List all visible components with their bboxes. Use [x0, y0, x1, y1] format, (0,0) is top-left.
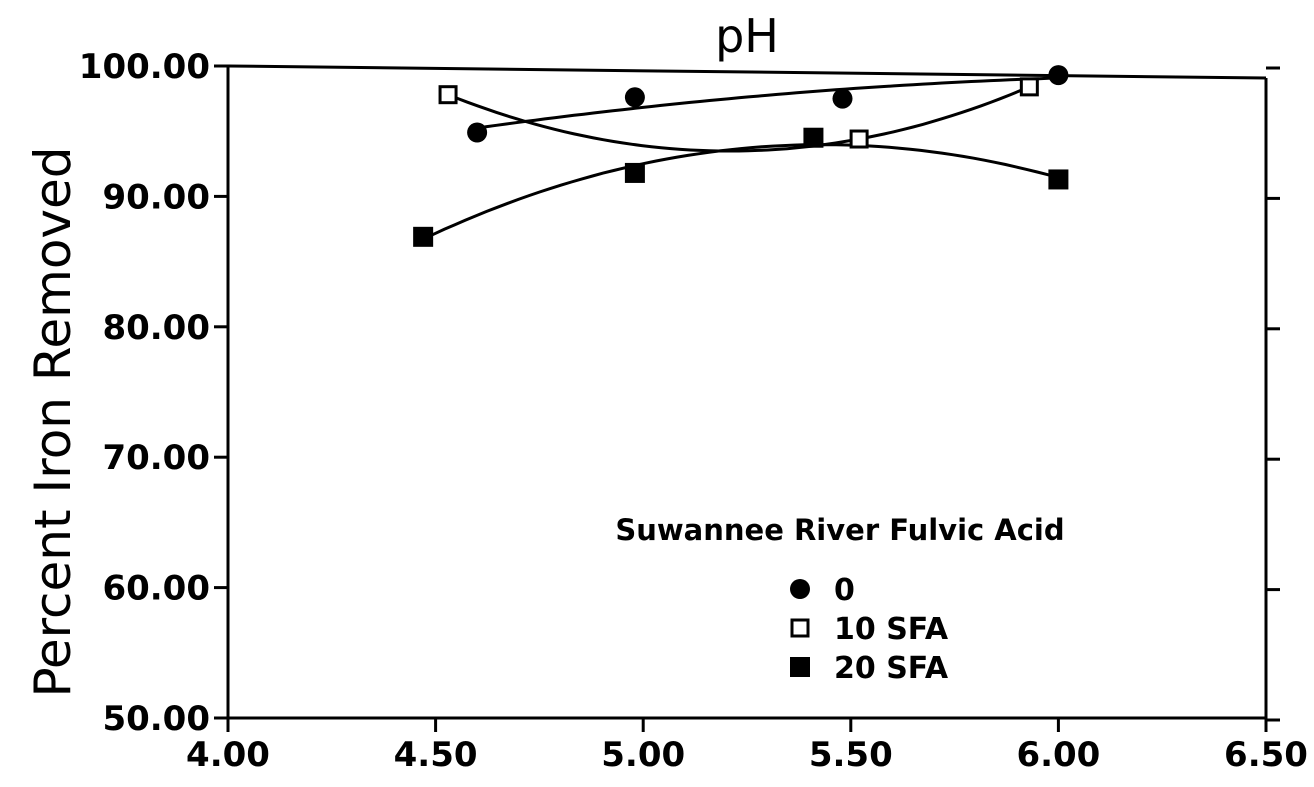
y-tick-label: 100.00: [79, 47, 210, 87]
legend-items: 0 10 SFA 20 SFA: [790, 573, 949, 686]
fit-curve-series-2: [422, 143, 1059, 241]
legend: Suwannee River Fulvic Acid 0 10 SFA 20 SFA: [615, 513, 1064, 686]
legend-marker-1: [790, 618, 810, 638]
axes: 4.00 4.50 5.00 5.50 6.00 6.50 50.00 60.00 70.00 8…: [79, 47, 1308, 775]
fit-curve-series-1: [447, 85, 1030, 153]
data-point-series-2: [1048, 169, 1069, 190]
data-point-series-1: [1019, 77, 1039, 97]
y-tick-label: 70.00: [102, 438, 210, 478]
y-axis-label: Percent Iron Removed: [24, 146, 82, 697]
data-point-series-2: [624, 162, 645, 183]
data-point-series-1: [438, 85, 458, 105]
y-tick-label: 60.00: [102, 569, 210, 609]
data-point-series-2: [413, 226, 434, 247]
legend-label: 20 SFA: [834, 651, 949, 686]
legend-marker-2: [790, 657, 810, 677]
x-tick-label: 6.00: [1016, 735, 1100, 775]
x-tick-label: 5.00: [601, 735, 685, 775]
top-axis-line: [227, 64, 1267, 80]
fit-curve-series-0: [476, 76, 1059, 130]
data-point-series-0: [467, 122, 488, 143]
data-point-series-0: [832, 88, 853, 109]
y-tick-label: 80.00: [102, 308, 210, 348]
data-point-series-2: [803, 127, 824, 148]
data-marks: [413, 65, 1069, 247]
data-point-series-1: [849, 129, 869, 149]
legend-label: 10 SFA: [834, 612, 949, 647]
x-tick-label: 4.00: [186, 735, 270, 775]
legend-label: 0: [834, 573, 855, 608]
x-tick-label: 6.50: [1224, 735, 1308, 775]
chart-title: pH: [715, 9, 779, 63]
data-point-series-0: [624, 87, 645, 108]
y-tick-label: 90.00: [102, 177, 210, 217]
fit-curves: [422, 76, 1059, 241]
y-tick-label: 50.00: [102, 699, 210, 739]
x-tick-label: 4.50: [394, 735, 478, 775]
data-point-series-0: [1048, 65, 1069, 86]
legend-title: Suwannee River Fulvic Acid: [615, 513, 1064, 547]
x-tick-label: 5.50: [809, 735, 893, 775]
legend-marker-0: [790, 579, 810, 599]
